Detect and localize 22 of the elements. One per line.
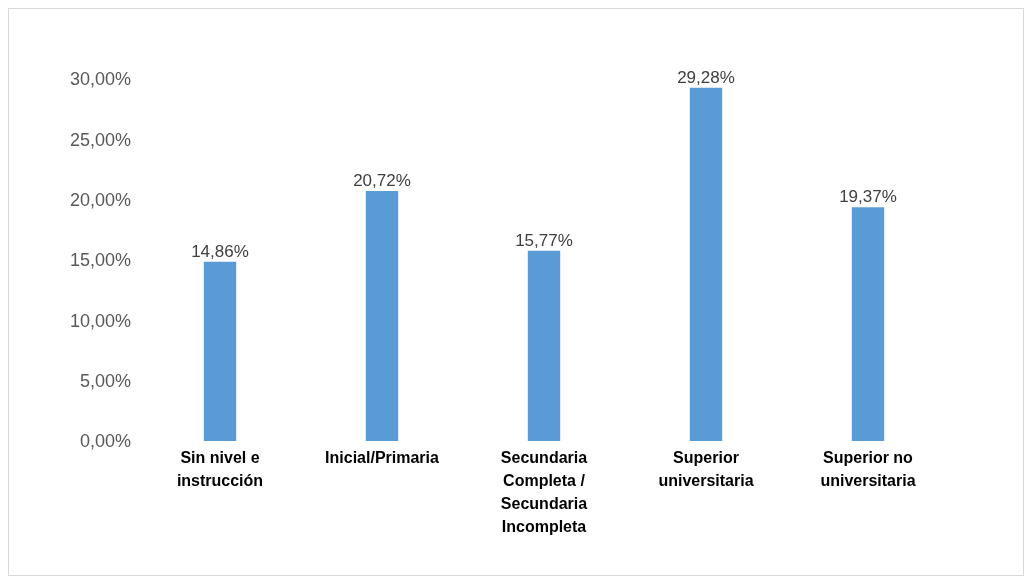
x-tick-label: Secundaria Completa / Secundaria Incompleta: [500, 449, 588, 535]
data-label: 14,86%: [191, 241, 249, 261]
y-tick-label: 5,00%: [79, 371, 131, 392]
bar: [689, 87, 723, 441]
data-label: 15,77%: [515, 230, 573, 250]
y-tick-label: 10,00%: [69, 310, 131, 331]
bar: [851, 207, 885, 441]
data-label: 19,37%: [839, 187, 897, 207]
bar: [527, 250, 561, 441]
x-tick-label: Inicial/Primaria: [325, 449, 440, 466]
y-tick-label: 25,00%: [69, 129, 131, 150]
bar: [365, 190, 399, 441]
y-tick-label: 15,00%: [69, 250, 131, 271]
y-tick-label: 30,00%: [69, 69, 131, 90]
x-tick-label: Superior universitaria: [658, 449, 754, 489]
y-tick-label: 0,00%: [79, 431, 131, 452]
x-tick-label: Sin nivel e instrucción: [176, 449, 264, 489]
x-tick-label: Superior no universitaria: [820, 449, 916, 489]
data-label: 29,28%: [677, 67, 735, 87]
bar: [203, 261, 237, 441]
data-label: 20,72%: [353, 170, 411, 190]
y-tick-label: 20,00%: [69, 190, 131, 211]
